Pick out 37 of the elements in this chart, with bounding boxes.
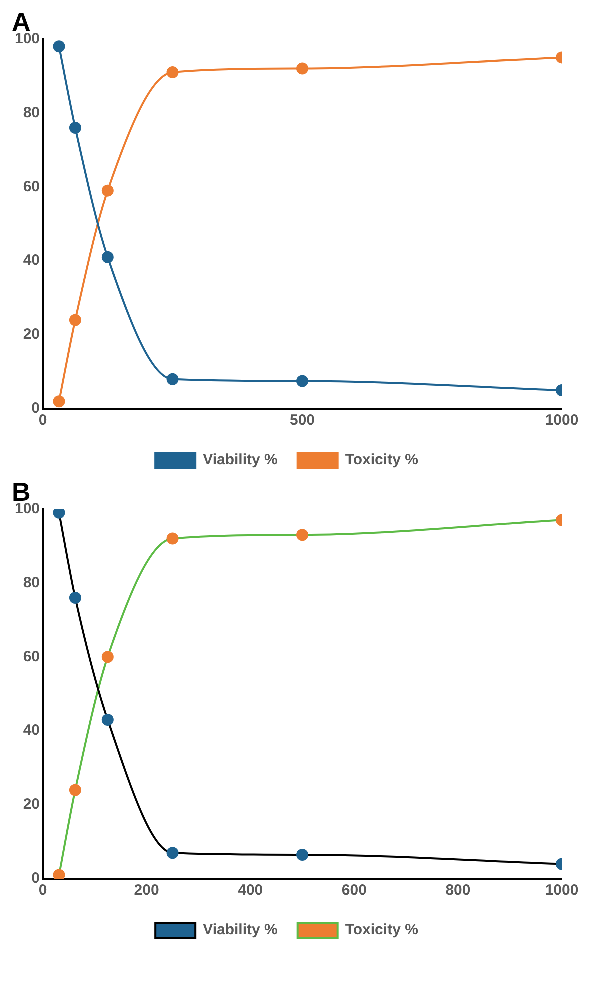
point: [102, 184, 114, 197]
x-tick-label: 1000: [545, 882, 579, 900]
point: [53, 869, 66, 879]
y-tick-label: 60: [23, 178, 40, 196]
point: [69, 592, 82, 604]
y-tick-label: 0: [32, 400, 40, 418]
point: [166, 532, 179, 545]
legend-label: Viability %: [203, 452, 278, 469]
point: [53, 40, 66, 53]
x-tick-label: 200: [134, 882, 160, 900]
y-tick-label: 40: [23, 252, 40, 270]
legend-label: Toxicity %: [345, 922, 418, 939]
point: [69, 784, 82, 796]
y-tick-label: 20: [23, 326, 40, 344]
point: [102, 251, 114, 264]
point: [102, 714, 114, 726]
point: [166, 373, 179, 386]
x-tick-label: 1000: [545, 412, 579, 430]
point: [53, 509, 66, 519]
point: [166, 66, 179, 78]
legend-label: Toxicity %: [345, 452, 418, 469]
y-tick-label: 80: [23, 574, 40, 592]
y-tick-label: 60: [23, 648, 40, 666]
point: [69, 122, 82, 134]
point: [102, 651, 114, 664]
y-tick-label: 80: [23, 104, 40, 122]
point: [53, 396, 66, 408]
y-tick-label: 40: [23, 722, 40, 740]
point: [166, 847, 179, 860]
x-tick-label: 500: [290, 412, 316, 430]
x-tick-label: 800: [446, 882, 471, 900]
y-tick-label: 20: [23, 796, 40, 814]
point: [69, 314, 82, 326]
y-tick-label: 0: [32, 870, 40, 888]
x-tick-label: 600: [342, 882, 367, 900]
x-tick-label: 400: [238, 882, 264, 900]
legend-label: Viability %: [203, 922, 278, 939]
